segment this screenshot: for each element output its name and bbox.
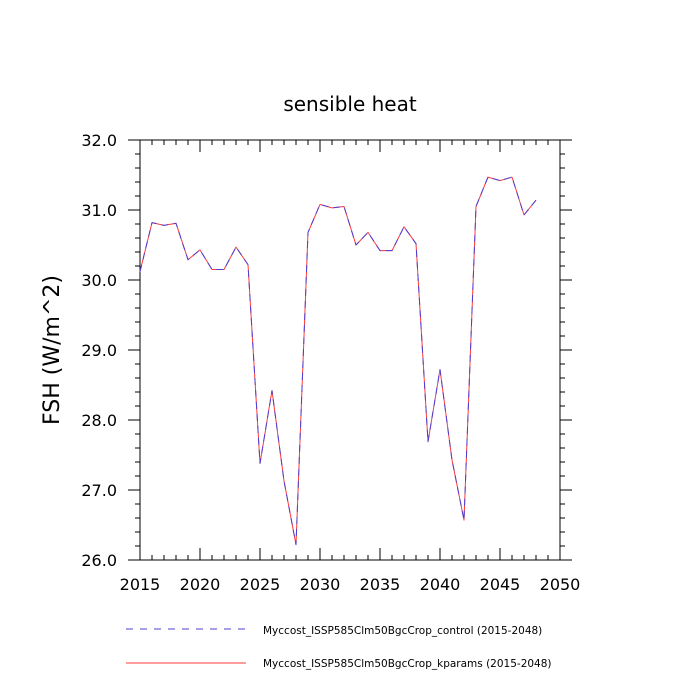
axis-ticks xyxy=(128,139,572,561)
axis-tick-labels: 2015 2020 2025 2030 2035 2040 2045 2050 26.0 27.0… xyxy=(81,131,580,594)
y-tick-label: 26.0 xyxy=(81,551,117,570)
y-tick-label: 32.0 xyxy=(81,131,117,150)
x-tick-label: 2025 xyxy=(240,575,281,594)
legend-label-control: Myccost_ISSP585Clm50BgcCrop_control (201… xyxy=(263,625,542,637)
x-tick-label: 2030 xyxy=(300,575,341,594)
legend: Myccost_ISSP585Clm50BgcCrop_control (201… xyxy=(126,625,552,670)
x-tick-label: 2050 xyxy=(540,575,581,594)
chart-title: sensible heat xyxy=(283,92,417,116)
x-tick-label: 2020 xyxy=(180,575,221,594)
y-tick-label: 31.0 xyxy=(81,201,117,220)
series-line-control xyxy=(139,176,537,546)
y-axis-label: FSH (W/m^2) xyxy=(40,275,65,425)
y-tick-label: 27.0 xyxy=(81,481,117,500)
y-tick-label: 29.0 xyxy=(81,341,117,360)
plot-frame xyxy=(139,139,561,561)
x-tick-label: 2045 xyxy=(480,575,521,594)
series-line-kparams xyxy=(139,176,537,546)
y-tick-label: 28.0 xyxy=(81,411,117,430)
legend-label-kparams: Myccost_ISSP585Clm50BgcCrop_kparams (201… xyxy=(263,658,552,670)
x-tick-label: 2040 xyxy=(420,575,461,594)
y-tick-label: 30.0 xyxy=(81,271,117,290)
series-lines xyxy=(139,176,537,546)
x-tick-label: 2035 xyxy=(360,575,401,594)
x-tick-label: 2015 xyxy=(120,575,161,594)
